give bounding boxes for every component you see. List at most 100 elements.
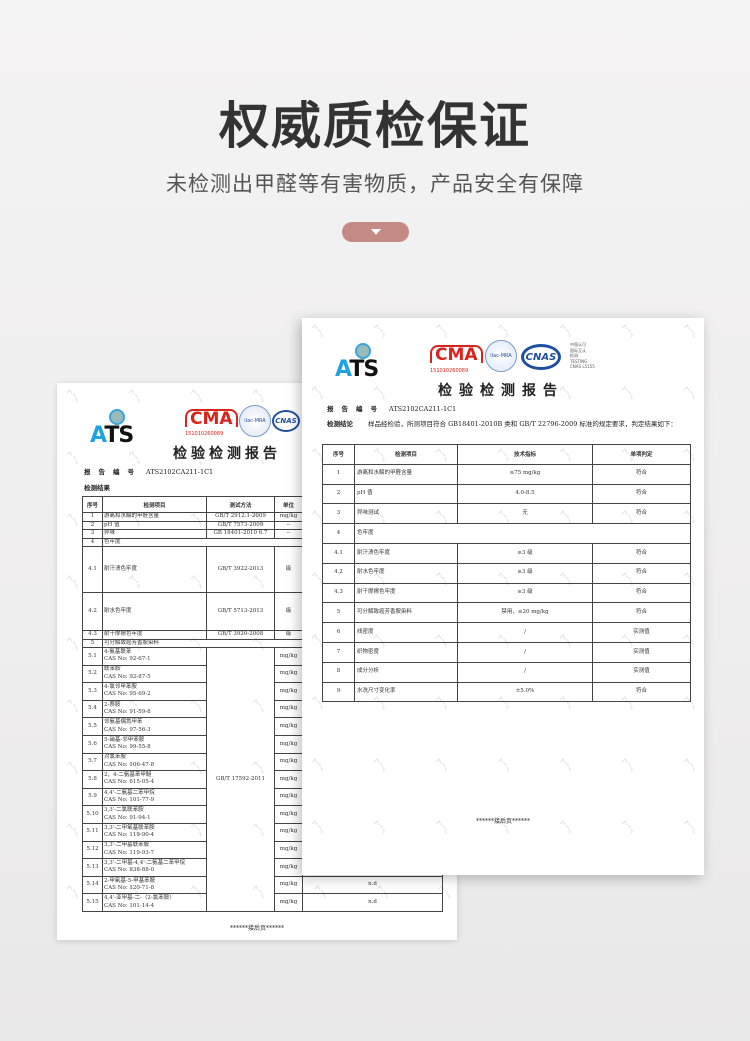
test-item: 异味 [102, 529, 207, 539]
verdict: 符合 [592, 542, 691, 564]
table-row: 4.1 耐汗渍色牢度 ≥3 级符合 [322, 542, 691, 564]
test-item: 3,3'-二氯联苯胺 CAS No: 91-94-1 [102, 805, 207, 824]
cnas-logo: CNAS [521, 344, 561, 370]
test-item: 4-氨基联苯 CAS No: 92-67-1 [102, 647, 207, 666]
result: n.d [302, 893, 443, 912]
test-method: GB/T 17592-2011 [206, 647, 275, 912]
column-header: 检测项目 [354, 444, 458, 465]
cas-number: CAS No: 838-88-0 [104, 867, 155, 874]
ats-watermark-mark [66, 451, 78, 465]
test-item: 异味测试 [354, 503, 458, 525]
results-label: 检测结果 [84, 484, 110, 492]
table-row: 6 线密度 / 实测值 [322, 622, 691, 643]
substance-name: 2，4-二氨基苯甲醚 [104, 771, 152, 778]
table-row: 2 pH 值 4.0-8.5 符合 [322, 483, 691, 505]
ilac-mra-logo: ilac-MRA [239, 405, 271, 437]
report-page-2: ATS CMA 151010260089 ilac-MRA CNAS 中国认可 … [302, 318, 704, 875]
column-header: 单项判定 [592, 444, 691, 465]
cas-number: CAS No: 101-14-4 [104, 902, 155, 909]
column-header: 序号 [82, 496, 103, 513]
row-number: 4.1 [82, 546, 103, 593]
cas-number: CAS No: 97-56-3 [104, 726, 151, 733]
report-number-value: ATS2102CA211-1C1 [146, 468, 214, 476]
ats-watermark-mark [559, 758, 571, 772]
substance-name: 4,4'-亚甲基-二-（2-氯苯胺） [104, 895, 175, 902]
cma-number: 151010260089 [185, 431, 224, 437]
ats-watermark-mark [373, 758, 385, 772]
test-item: 耐水色牢度 [102, 592, 207, 631]
row-number: 5.2 [82, 664, 103, 684]
table-row: 3 异味测试无符合 [322, 503, 691, 525]
test-item: 耐汗渍色牢度 [102, 546, 207, 593]
verdict: 符合 [592, 582, 691, 604]
substance-name: 4-氯邻甲苯胺 [104, 683, 137, 690]
row-number: 3 [82, 529, 103, 539]
ats-globe-icon [109, 409, 125, 425]
unit: mg/kg [274, 893, 303, 912]
unit: mg/kg [274, 512, 303, 522]
row-number: 5.4 [82, 699, 103, 719]
cas-number: CAS No: 119-93-7 [104, 849, 155, 856]
table-row: 8 成分分析 / 实测值 [322, 661, 691, 683]
row-number: 5.5 [82, 717, 103, 736]
report-number-value: ATS2102CA211-1C1 [389, 405, 457, 413]
test-item: 对氯苯胺 CAS No: 106-47-8 [102, 752, 207, 772]
row-number: 5.14 [82, 875, 103, 895]
test-item: 3,3'-二甲氧基联苯胺 CAS No: 119-90-4 [102, 822, 207, 842]
ats-watermark-mark [66, 699, 78, 713]
column-header: 单位 [274, 496, 303, 513]
unit: mg/kg [274, 787, 303, 807]
table-row: 4.2 耐水色牢度 ≥3 级符合 [322, 562, 691, 584]
ats-watermark-mark [497, 758, 509, 772]
test-item: 3,3'-二甲基-4,4'-二氨基二苯甲烷 CAS No: 838-88-0 [102, 858, 207, 877]
verdict: 符合 [592, 463, 691, 485]
substance-name: 对氯苯胺 [104, 754, 127, 761]
row-number: 5.7 [82, 752, 103, 772]
ats-watermark-mark [683, 324, 695, 338]
ats-watermark-mark [435, 324, 447, 338]
ats-watermark-mark [311, 324, 323, 338]
row-number: 4 [82, 537, 103, 547]
column-header: 测试方法 [206, 496, 275, 513]
cas-number: CAS No: 615-05-4 [104, 779, 155, 786]
cas-number: CAS No: 120-71-8 [104, 885, 155, 892]
verdict: 实测值 [592, 661, 691, 683]
ats-watermark-mark [311, 758, 323, 772]
test-item: 邻氨基偶氮甲苯 CAS No: 97-56-3 [102, 717, 207, 736]
unit: -- [274, 529, 303, 539]
row-number: 4.1 [322, 542, 355, 564]
scroll-down-button[interactable] [342, 222, 409, 242]
technical-requirement: ±5.0% [457, 681, 593, 703]
row-number: 4.2 [322, 562, 355, 584]
test-method: GB/T 3922-2013 [206, 546, 275, 593]
unit: mg/kg [274, 647, 303, 666]
test-method: GB/T 3920-2008 [206, 630, 275, 640]
unit: mg/kg [274, 770, 303, 789]
row-number: 4.3 [322, 582, 355, 604]
test-item: 耐水色牢度 [354, 562, 458, 584]
unit: mg/kg [274, 699, 303, 719]
table-row: 5.14 2-甲氧基-5-甲基苯胺 CAS No: 120-71-8 mg/kg n.d [82, 875, 443, 895]
test-item: 3,3'-二甲基联苯胺 CAS No: 119-93-7 [102, 840, 207, 860]
column-header: 检测项目 [102, 496, 207, 513]
report-number-label: 报告编号 [327, 405, 385, 413]
row-number: 5.1 [82, 647, 103, 666]
ats-logo: ATS [90, 423, 134, 448]
ats-watermark-mark [66, 823, 78, 837]
ats-watermark-mark [66, 389, 78, 403]
row-number: 6 [322, 622, 355, 643]
table-row: 9 水洗尺寸变化率 ±5.0% 符合 [322, 681, 691, 703]
test-item: 色牢度 [354, 523, 691, 544]
technical-requirement: ≥3 级 [457, 542, 593, 564]
ats-logo: ATS [335, 357, 379, 382]
ats-watermark-mark [373, 324, 385, 338]
unit: 级 [274, 546, 303, 593]
row-number: 2 [82, 520, 103, 530]
ats-watermark-mark [621, 386, 633, 400]
ats-watermark-mark [66, 761, 78, 775]
test-item: 4,4'-亚甲基-二-（2-氯苯胺） CAS No: 101-14-4 [102, 893, 207, 912]
technical-requirement: ≥3 级 [457, 562, 593, 584]
ats-watermark-mark [621, 758, 633, 772]
row-number: 5.9 [82, 787, 103, 807]
test-item: 2-甲氧基-5-甲基苯胺 CAS No: 120-71-8 [102, 875, 207, 895]
